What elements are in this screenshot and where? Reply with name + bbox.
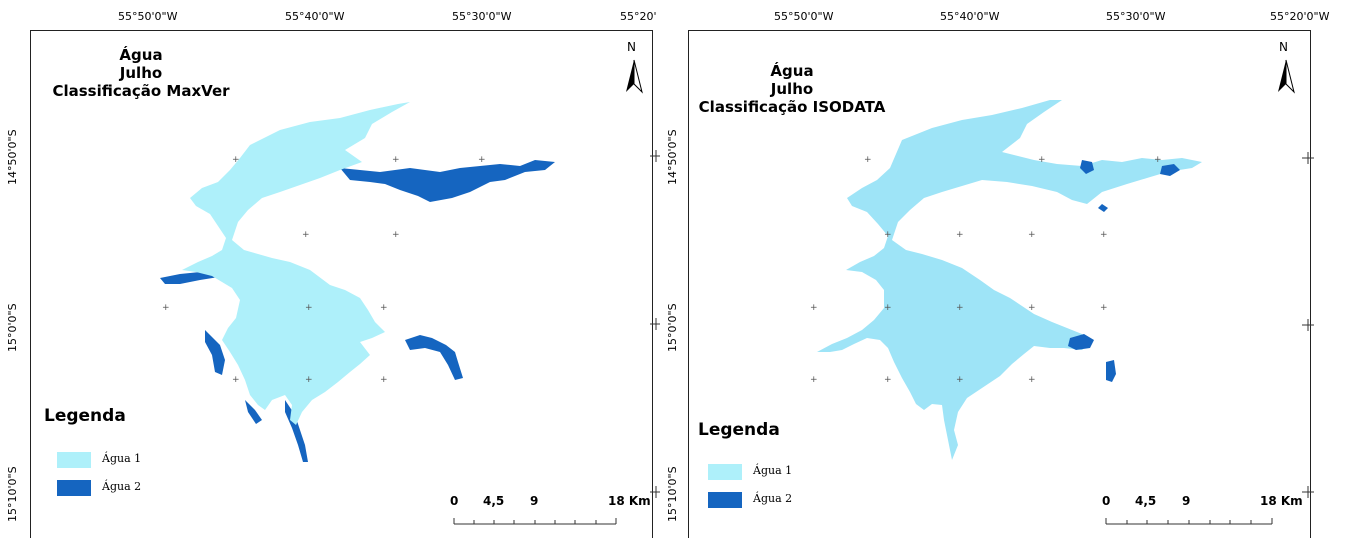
legend-title: Legenda: [44, 406, 126, 426]
svg-text:+: +: [956, 375, 964, 385]
svg-text:+: +: [305, 375, 313, 385]
water-class-1-layer: [182, 102, 410, 425]
map-frame: [30, 30, 653, 538]
svg-text:+: +: [810, 303, 818, 313]
svg-text:+: +: [1154, 155, 1162, 165]
legend-label: Água 1: [102, 452, 142, 465]
scale-ruler: [453, 518, 617, 525]
map-frame: [688, 30, 1311, 538]
graticule-crosses: + + + + + + + + + + + + + + + +: [810, 155, 1162, 385]
scale-bar: 0 4,5 9 18 Km: [1102, 494, 1312, 534]
scale-label: 0: [1102, 494, 1111, 508]
svg-text:+: +: [162, 303, 170, 313]
edge-ticks: [1302, 152, 1314, 498]
svg-text:+: +: [1028, 230, 1036, 240]
svg-text:+: +: [380, 375, 388, 385]
north-label: N: [627, 40, 636, 54]
title-line: Água: [770, 62, 814, 80]
svg-text:+: +: [1038, 155, 1046, 165]
longitude-label: 55°20'0"W: [1270, 10, 1330, 23]
longitude-label: 55°50'0"W: [118, 10, 178, 23]
svg-text:+: +: [392, 230, 400, 240]
svg-text:+: +: [1100, 230, 1108, 240]
title-line: Classificação MaxVer: [52, 82, 230, 100]
svg-text:+: +: [232, 155, 240, 165]
title-line: Água: [119, 46, 163, 64]
svg-text:+: +: [302, 230, 310, 240]
north-arrow-icon: [1278, 59, 1295, 94]
scale-label: 4,5: [1135, 494, 1157, 508]
scale-label: 18 Km: [608, 494, 651, 508]
reservoir-map: + + + + + + + + + + +: [160, 59, 660, 498]
legend-swatch-agua1: [708, 464, 742, 480]
longitude-label: 55°40'0"W: [940, 10, 1000, 23]
legend-label: Água 2: [102, 480, 142, 493]
reservoir-map: + + + + + + + + + + + + + + + +: [810, 59, 1314, 498]
legend-label: Água 2: [753, 492, 793, 505]
svg-text:+: +: [232, 375, 240, 385]
legend-swatch-agua2: [57, 480, 91, 496]
title-line: Julho: [770, 80, 814, 98]
map-panel-isodata: 55°50'0"W 55°40'0"W 55°30'0"W 55°20'0"W …: [662, 0, 1329, 538]
map-title: Água Julho Classificação MaxVer: [36, 46, 246, 100]
legend-swatch-agua1: [57, 452, 91, 468]
svg-text:+: +: [1028, 303, 1036, 313]
scale-label: 9: [530, 494, 539, 508]
title-line: Julho: [119, 64, 163, 82]
svg-text:+: +: [392, 155, 400, 165]
svg-text:+: +: [380, 303, 388, 313]
svg-text:+: +: [864, 155, 872, 165]
map-title: Água Julho Classificação ISODATA: [682, 62, 902, 116]
title-line: Classificação ISODATA: [698, 98, 886, 116]
svg-text:+: +: [956, 230, 964, 240]
scale-label: 9: [1182, 494, 1191, 508]
north-arrow-icon: [626, 59, 643, 94]
svg-text:+: +: [478, 155, 486, 165]
svg-text:+: +: [884, 230, 892, 240]
water-class-2-layer: [160, 160, 555, 462]
svg-text:+: +: [305, 303, 313, 313]
scale-bar: 0 4,5 9 18 Km: [450, 494, 651, 534]
scale-label: 4,5: [483, 494, 505, 508]
legend-swatch-agua2: [708, 492, 742, 508]
longitude-label: 55°40'0"W: [285, 10, 345, 23]
svg-text:+: +: [810, 375, 818, 385]
edge-ticks: [650, 150, 660, 498]
svg-text:+: +: [1028, 375, 1036, 385]
svg-text:+: +: [884, 375, 892, 385]
svg-text:+: +: [956, 303, 964, 313]
water-class-1-layer: [817, 100, 1202, 460]
longitude-label: 55°30'0"W: [452, 10, 512, 23]
scale-label: 18 Km: [1260, 494, 1303, 508]
legend-label: Água 1: [753, 464, 793, 477]
map-panel-maxver: 55°50'0"W 55°40'0"W 55°30'0"W 55°20' 14°…: [0, 0, 660, 538]
longitude-label: 55°20': [620, 10, 657, 23]
longitude-label: 55°30'0"W: [1106, 10, 1166, 23]
svg-text:+: +: [1100, 303, 1108, 313]
longitude-label: 55°50'0"W: [774, 10, 834, 23]
svg-text:+: +: [884, 303, 892, 313]
scale-label: 0: [450, 494, 459, 508]
legend-title: Legenda: [698, 420, 780, 440]
graticule-crosses: + + + + + + + + + + +: [162, 155, 486, 385]
scale-ruler: [1105, 518, 1273, 525]
north-label: N: [1279, 40, 1288, 54]
water-class-2-layer: [1068, 160, 1180, 382]
